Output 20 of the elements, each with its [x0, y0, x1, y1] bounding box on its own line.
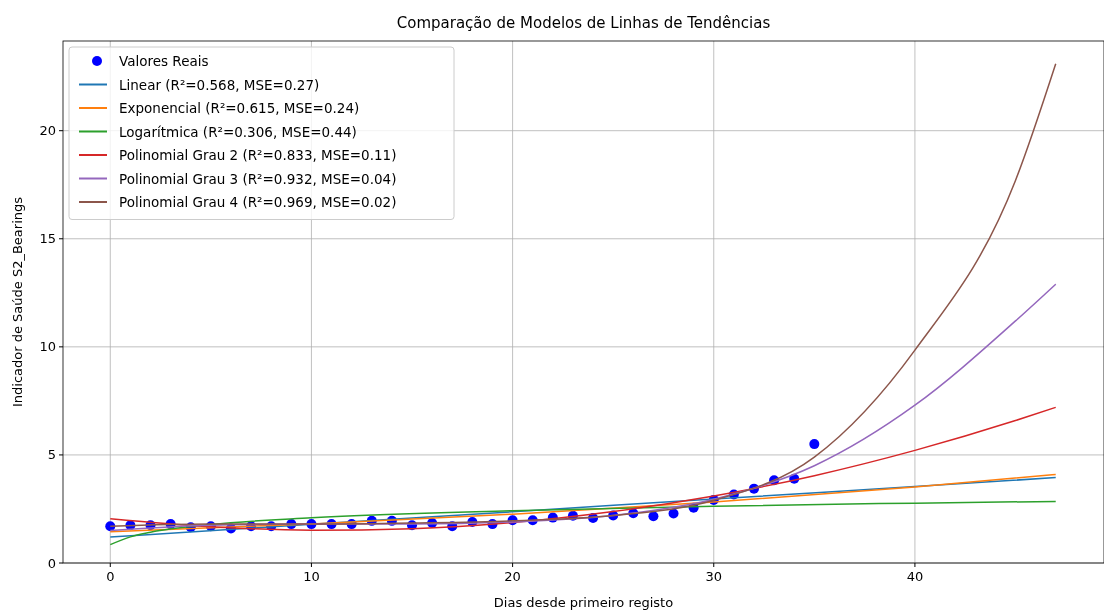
y-tick-label: 0: [47, 555, 56, 571]
y-tick-label: 5: [47, 447, 56, 463]
legend-label: Logarítmica (R²=0.306, MSE=0.44): [119, 123, 357, 140]
y-tick-label: 10: [39, 339, 56, 355]
x-tick-label: 20: [504, 569, 521, 584]
x-tick-label: 40: [906, 569, 924, 584]
chart-title: Comparação de Modelos de Linhas de Tendências: [396, 14, 771, 32]
legend-label: Polinomial Grau 3 (R²=0.932, MSE=0.04): [119, 170, 397, 187]
legend-label: Valores Reais: [119, 53, 209, 69]
y-tick-label: 15: [39, 231, 56, 247]
legend-label: Polinomial Grau 4 (R²=0.969, MSE=0.02): [119, 194, 397, 210]
x-tick-label: 30: [705, 569, 723, 584]
y-tick-label: 20: [39, 123, 56, 139]
y-axis-title: Indicador de Saúde S2_Bearings: [10, 196, 25, 408]
x-tick-label: 0: [106, 569, 115, 584]
legend-label: Linear (R²=0.568, MSE=0.27): [119, 76, 320, 93]
x-axis-title: Dias desde primeiro registo: [493, 595, 674, 610]
legend-label: Polinomial Grau 2 (R²=0.833, MSE=0.11): [119, 147, 397, 163]
legend-label: Exponencial (R²=0.615, MSE=0.24): [119, 100, 360, 116]
x-tick-label: 10: [303, 569, 320, 584]
